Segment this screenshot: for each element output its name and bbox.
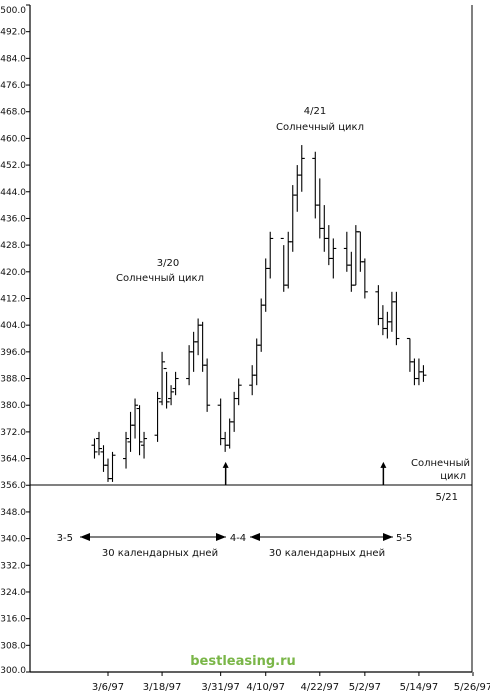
span-left-arrowhead-end [216,533,226,541]
y-tick-label: 468.0 [0,108,26,118]
y-tick-label: 420.0 [0,268,26,278]
ohlc-bar [267,231,274,279]
annotation-cycle2-date: 4/21 [304,106,326,117]
ohlc-bar [168,385,175,406]
x-tick-label: 4/22/97 [301,682,340,692]
span-left-arrowhead-start [80,533,90,541]
y-tick-label: 452.0 [0,161,26,171]
y-tick-label: 412.0 [0,294,26,304]
y-tick-label: 428.0 [0,241,26,251]
y-tick-label: 356.0 [0,481,26,491]
annotation-cycle1-date: 3/20 [157,258,179,269]
cycle-arrow-head [222,461,229,468]
ohlc-bar [141,431,148,459]
span-marker-left: 3-5 [57,533,73,544]
axis-ticks: 300.0 308.0 316.0 324.0 332.0 340.0 348.0 356.0… [0,4,490,692]
x-tick-label: 5/26/97 [454,682,490,692]
ohlc-bar [204,358,211,412]
y-tick-label: 316.0 [0,615,26,625]
y-tick-label: 332.0 [0,561,26,571]
cycle-arrows [222,461,387,486]
ohlc-bar [136,405,143,456]
y-tick-label: 388.0 [0,375,26,385]
annotation-cycle3-label-line2: цикл [440,471,466,482]
y-tick-label: 476.0 [0,81,26,91]
span-marker-mid: 4-4 [230,533,246,544]
y-tick-label: 444.0 [0,188,26,198]
x-tick-label: 5/2/97 [349,682,381,692]
y-tick-label: 396.0 [0,348,26,358]
watermark: bestleasing.ru [190,654,295,669]
y-tick-label: 492.0 [0,28,26,38]
span-right-arrowhead-start [250,533,260,541]
cycle-arrow-head [380,461,387,468]
y-tick-label: 300.0 [0,666,26,676]
y-tick-label: 436.0 [0,214,26,224]
y-tick-label: 348.0 [0,508,26,518]
x-tick-label: 4/10/97 [246,682,285,692]
ohlc-bar [91,438,98,459]
y-tick-label: 324.0 [0,588,26,598]
y-tick-label: 484.0 [0,54,26,64]
span-right-arrowhead-end [383,533,393,541]
ohlc-bar [235,378,242,406]
x-tick-label: 3/6/97 [92,682,124,692]
y-tick-label: 364.0 [0,455,26,465]
x-tick-label: 5/14/97 [400,682,439,692]
annotation-cycle2-label: Солнечный цикл [276,122,364,133]
ohlc-bar [393,291,400,346]
y-tick-label: 340.0 [0,535,26,545]
x-tick-label: 3/31/97 [201,682,240,692]
y-tick-label: 460.0 [0,134,26,144]
y-tick-label: 500.0 [0,6,26,16]
y-tick-label: 404.0 [0,321,26,331]
ohlc-bar [172,371,179,396]
y-tick-label: 372.0 [0,428,26,438]
y-tick-label: 308.0 [0,641,26,651]
span-label-right: 30 календарных дней [269,548,385,559]
annotation-cycle3-date: 5/21 [436,492,458,503]
annotation-cycle3-label-line1: Солнечный [411,458,470,469]
ohlc-bar [420,365,427,382]
ohlc-bar [132,398,139,439]
x-tick-label: 3/18/97 [143,682,182,692]
ohlc-bar [163,367,170,409]
ohlc-bar [361,258,368,299]
ohlc-bar [123,431,130,469]
price-bars [91,145,427,482]
ohlc-bar [330,238,337,279]
ohlc-bar [298,145,305,192]
span-marker-right: 5-5 [396,533,412,544]
ohlc-bar [154,391,161,442]
ohlc-bar [109,451,116,482]
annotation-cycle1-label: Солнечный цикл [116,273,204,284]
ohlc-bar [95,431,102,456]
y-tick-label: 380.0 [0,401,26,411]
span-label-left: 30 календарных дней [102,548,218,559]
ohlc-bar [159,351,166,406]
